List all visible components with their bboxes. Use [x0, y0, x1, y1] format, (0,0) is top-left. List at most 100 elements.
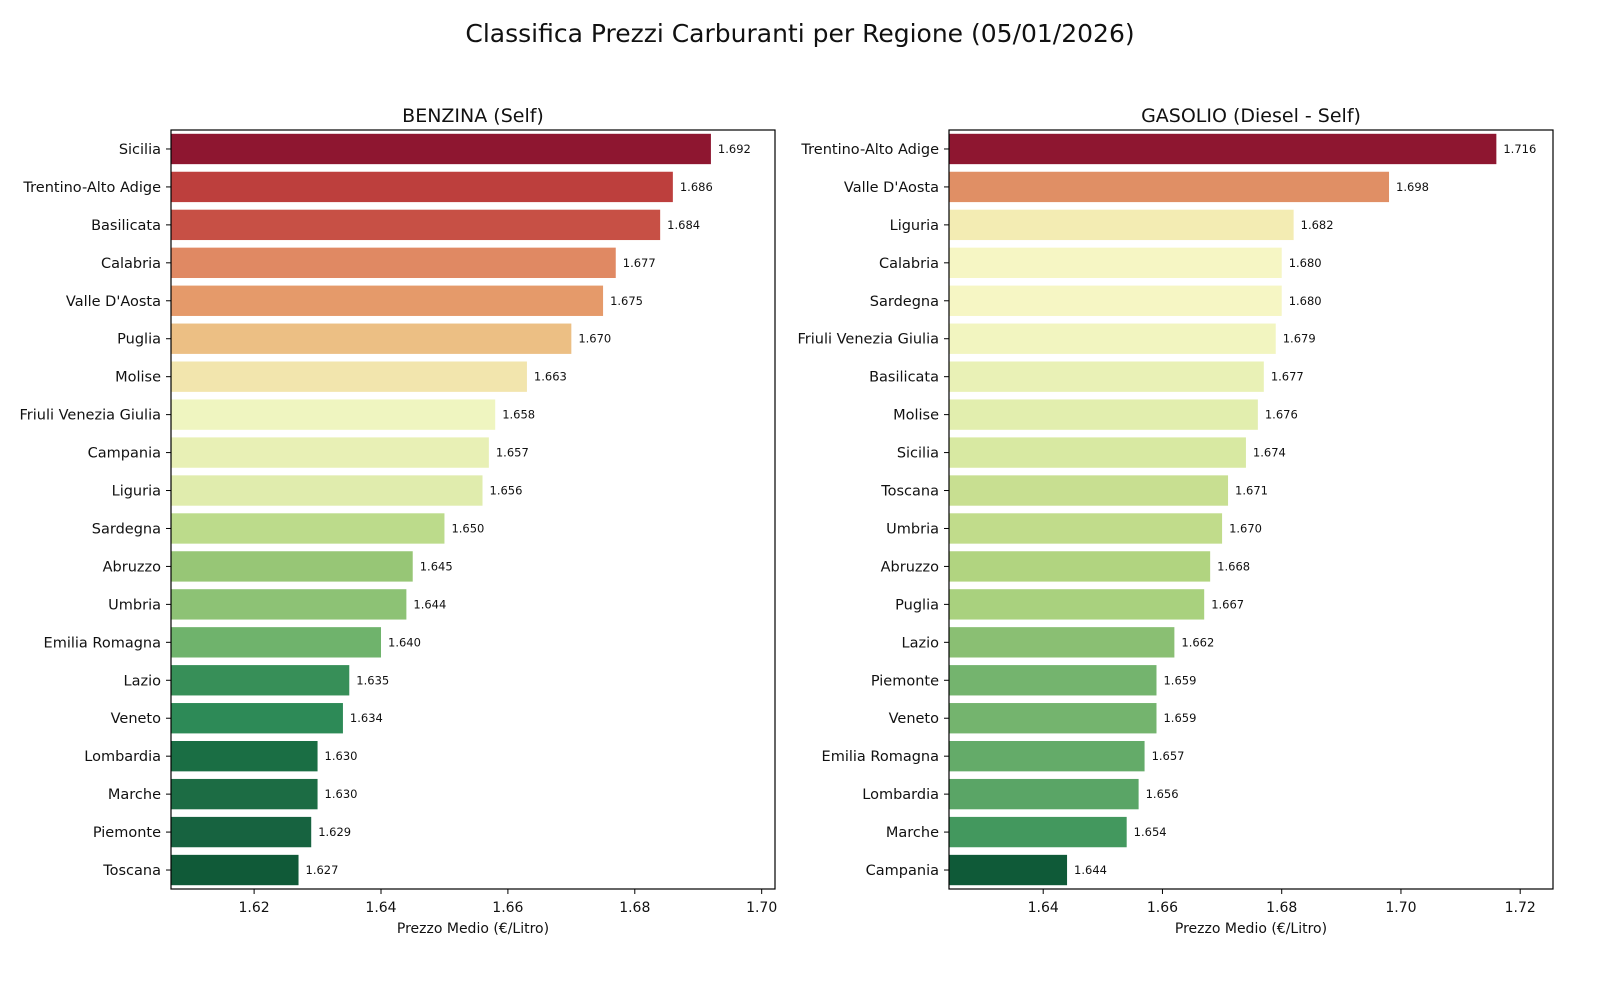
gasolio-bar — [949, 399, 1258, 430]
gasolio-category-label: Molise — [893, 408, 939, 424]
gasolio-bar — [949, 475, 1229, 506]
benzina-value-label: 1.635 — [356, 673, 389, 687]
benzina-panel: BENZINA (Self) Sicilia Trentino-Alto Adig… — [20, 105, 778, 937]
gasolio-value-label: 1.677 — [1271, 370, 1304, 384]
benzina-value-label: 1.630 — [325, 749, 358, 763]
benzina-value-label: 1.650 — [451, 521, 484, 535]
benzina-bar — [171, 665, 350, 696]
gasolio-x-tick-label: 1.64 — [1028, 900, 1059, 916]
gasolio-category-label: Marche — [886, 825, 939, 841]
gasolio-category-labels: Trentino-Alto Adige Valle D'Aosta Liguria C… — [798, 142, 949, 879]
benzina-bars — [171, 133, 711, 886]
benzina-x-ticks: 1.62 1.64 1.66 1.68 1.70 — [239, 889, 777, 916]
gasolio-category-label: Liguria — [890, 218, 939, 234]
benzina-value-label: 1.644 — [413, 597, 446, 611]
gasolio-value-label: 1.680 — [1289, 256, 1322, 270]
gasolio-value-label: 1.654 — [1134, 825, 1167, 839]
gasolio-bar — [949, 551, 1211, 582]
gasolio-value-label: 1.679 — [1283, 332, 1316, 346]
gasolio-bar — [949, 665, 1157, 696]
benzina-value-label: 1.629 — [318, 825, 351, 839]
benzina-bar — [171, 627, 382, 658]
gasolio-bar — [949, 171, 1390, 203]
gasolio-value-label: 1.671 — [1235, 484, 1268, 498]
gasolio-value-label: 1.682 — [1301, 218, 1334, 232]
benzina-category-label: Liguria — [112, 484, 161, 500]
benzina-bar — [171, 171, 673, 203]
benzina-bar — [171, 209, 661, 241]
gasolio-bar — [949, 703, 1157, 734]
gasolio-category-label: Veneto — [889, 711, 940, 727]
benzina-category-labels: Sicilia Trentino-Alto Adige Basilicata Cala… — [20, 142, 171, 879]
gasolio-category-label: Trentino-Alto Adige — [800, 142, 939, 158]
gasolio-category-label: Emilia Romagna — [822, 749, 939, 765]
benzina-category-label: Trentino-Alto Adige — [22, 180, 161, 196]
benzina-bar — [171, 323, 572, 354]
benzina-value-label: 1.645 — [420, 559, 453, 573]
benzina-bar — [171, 589, 407, 620]
benzina-value-label: 1.686 — [680, 180, 713, 194]
gasolio-title: GASOLIO (Diesel - Self) — [1141, 105, 1361, 127]
gasolio-x-axis-label: Prezzo Medio (€/Litro) — [1175, 921, 1327, 937]
gasolio-value-label: 1.662 — [1181, 635, 1214, 649]
gasolio-x-tick-label: 1.72 — [1505, 900, 1536, 916]
benzina-value-label: 1.657 — [496, 446, 529, 460]
benzina-category-label: Piemonte — [93, 825, 161, 841]
gasolio-bar — [949, 627, 1175, 658]
benzina-value-label: 1.663 — [534, 370, 567, 384]
benzina-x-axis-label: Prezzo Medio (€/Litro) — [397, 921, 549, 937]
benzina-category-label: Lazio — [124, 673, 162, 689]
benzina-category-label: Calabria — [101, 256, 161, 272]
gasolio-bar — [949, 361, 1264, 392]
gasolio-value-label: 1.667 — [1211, 597, 1244, 611]
gasolio-value-label: 1.659 — [1163, 711, 1196, 725]
gasolio-category-label: Basilicata — [869, 370, 939, 386]
benzina-value-label: 1.630 — [325, 787, 358, 801]
benzina-value-label: 1.656 — [490, 484, 523, 498]
benzina-category-label: Basilicata — [91, 218, 161, 234]
gasolio-bar — [949, 740, 1145, 772]
benzina-category-label: Marche — [108, 787, 161, 803]
benzina-bar — [171, 437, 489, 468]
gasolio-category-label: Lombardia — [862, 787, 939, 803]
gasolio-bar — [949, 133, 1497, 165]
gasolio-category-label: Sicilia — [897, 446, 939, 462]
gasolio-category-label: Calabria — [879, 256, 939, 272]
gasolio-bar — [949, 209, 1294, 241]
benzina-category-label: Veneto — [111, 711, 162, 727]
gasolio-panel: GASOLIO (Diesel - Self) Trentino-Alto Ad… — [798, 105, 1554, 937]
gasolio-bars — [949, 133, 1497, 886]
gasolio-bar — [949, 778, 1139, 810]
benzina-value-label: 1.677 — [623, 256, 656, 270]
gasolio-bar — [949, 816, 1127, 848]
benzina-bar — [171, 551, 413, 582]
gasolio-bar — [949, 323, 1276, 354]
gasolio-bar — [949, 854, 1068, 886]
gasolio-value-label: 1.657 — [1152, 749, 1185, 763]
gasolio-category-label: Campania — [866, 863, 939, 879]
benzina-bar — [171, 285, 604, 316]
gasolio-value-label: 1.680 — [1289, 294, 1322, 308]
gasolio-category-label: Lazio — [902, 635, 940, 651]
gasolio-category-label: Piemonte — [871, 673, 939, 689]
gasolio-value-label: 1.676 — [1265, 408, 1298, 422]
benzina-category-label: Puglia — [117, 332, 161, 348]
benzina-x-tick-label: 1.68 — [619, 900, 650, 916]
gasolio-value-label: 1.644 — [1074, 863, 1107, 877]
benzina-bar — [171, 778, 318, 810]
benzina-category-label: Sicilia — [119, 142, 161, 158]
gasolio-axes-frame — [948, 129, 1554, 890]
benzina-value-label: 1.684 — [667, 218, 700, 232]
benzina-category-label: Emilia Romagna — [44, 635, 161, 651]
benzina-title: BENZINA (Self) — [402, 105, 544, 127]
benzina-bar — [171, 133, 711, 165]
benzina-value-label: 1.634 — [350, 711, 383, 725]
benzina-bar — [171, 399, 496, 430]
benzina-bar — [171, 513, 445, 544]
benzina-x-tick-label: 1.70 — [746, 900, 777, 916]
gasolio-category-label: Friuli Venezia Giulia — [798, 332, 940, 348]
benzina-value-label: 1.670 — [578, 332, 611, 346]
gasolio-value-labels: 1.716 1.698 1.682 1.680 1.680 1.679 1.677 1.676… — [1074, 142, 1536, 877]
gasolio-category-label: Valle D'Aosta — [844, 180, 939, 196]
